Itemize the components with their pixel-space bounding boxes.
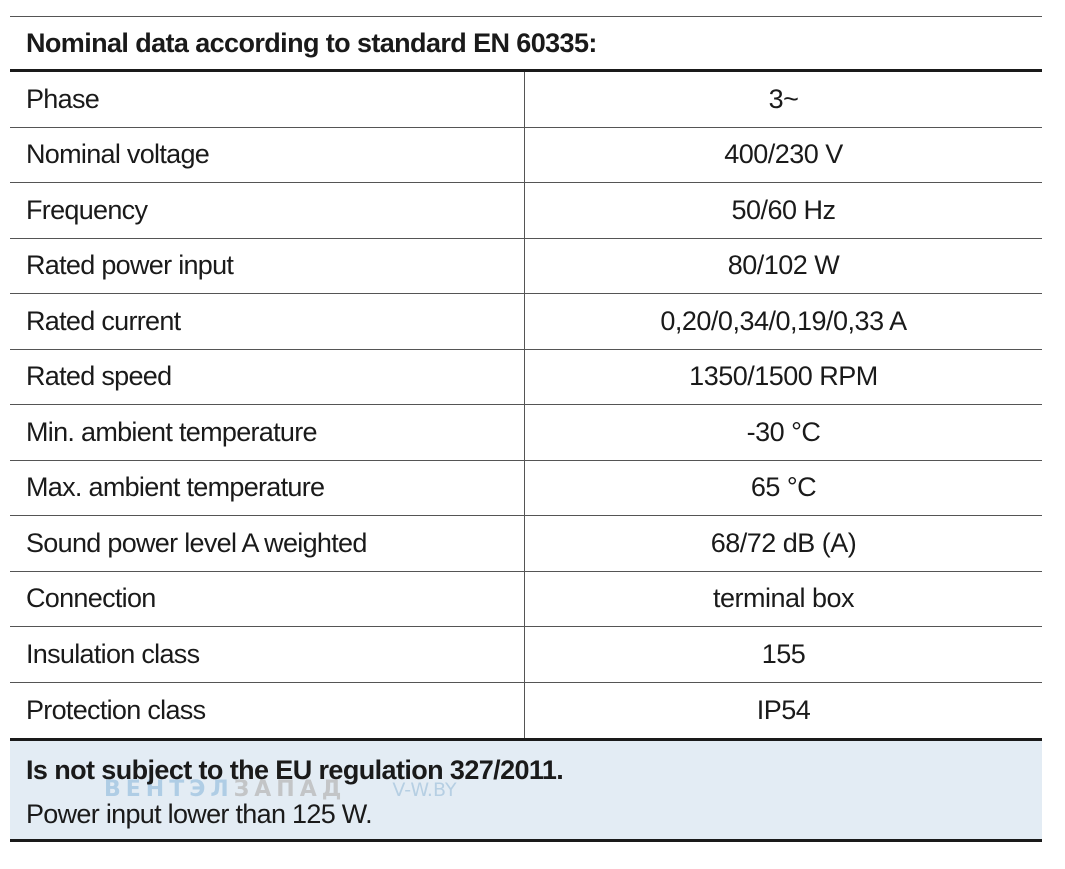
regulation-note-title: Is not subject to the EU regulation 327/… [26,755,564,785]
table-row: Frequency 50/60 Hz [10,183,1042,239]
table-row: Sound power level A weighted 68/72 dB (A… [10,516,1042,572]
table-row: Min. ambient temperature -30 °C [10,405,1042,461]
row-value: 80/102 W [727,250,840,281]
row-value: 0,20/0,34/0,19/0,33 A [660,305,907,336]
row-value: 65 °C [750,472,817,503]
row-value: 1350/1500 RPM [689,361,878,392]
table-row: Rated speed 1350/1500 RPM [10,349,1042,405]
spec-sheet: Nominal data according to standard EN 60… [10,16,1042,842]
table-row: Nominal voltage 400/230 V [10,127,1042,183]
regulation-note-text: Power input lower than 125 W. [26,799,373,829]
row-value: IP54 [756,694,811,725]
regulation-note-box: Is not subject to the EU regulation 327/… [10,738,1042,842]
row-value: 155 [761,638,806,669]
row-value: 68/72 dB (A) [710,527,857,558]
row-label: Insulation class [10,627,525,682]
table-row: Max. ambient temperature 65 °C [10,460,1042,516]
watermark-site: V-W.BY [392,779,457,801]
row-label: Rated speed [10,349,525,404]
row-label: Frequency [10,183,525,238]
table-row: Insulation class 155 [10,627,1042,683]
row-label: Rated current [10,294,525,349]
table-row: Rated current 0,20/0,34/0,19/0,33 A [10,294,1042,350]
row-value: 50/60 Hz [731,194,836,225]
watermark: ВЕНТЭЛ ЗАПАД V-W.BY [104,777,457,802]
row-label: Nominal voltage [10,127,525,182]
watermark-part1: ВЕНТЭЛ [104,777,234,802]
row-label: Rated power input [10,238,525,293]
row-label: Connection [10,571,525,626]
spec-table-body: Phase 3~ Nominal voltage 400/230 V Frequ… [10,72,1042,738]
row-label: Min. ambient temperature [10,405,525,460]
row-label: Max. ambient temperature [10,460,525,515]
table-row: Phase 3~ [10,72,1042,128]
watermark-part2: ЗАПАД [233,777,347,802]
row-label: Protection class [10,682,525,738]
row-value: 3~ [768,83,799,114]
table-row: Rated power input 80/102 W [10,238,1042,294]
table-row: Connection terminal box [10,571,1042,627]
top-rule [10,16,1042,17]
row-label: Sound power level A weighted [10,516,525,571]
row-value: terminal box [712,583,855,614]
row-value: -30 °C [746,416,821,447]
table-title: Nominal data according to standard EN 60… [10,17,1042,72]
table-row: Protection class IP54 [10,682,1042,738]
row-label: Phase [10,72,525,127]
row-value: 400/230 V [724,139,843,170]
